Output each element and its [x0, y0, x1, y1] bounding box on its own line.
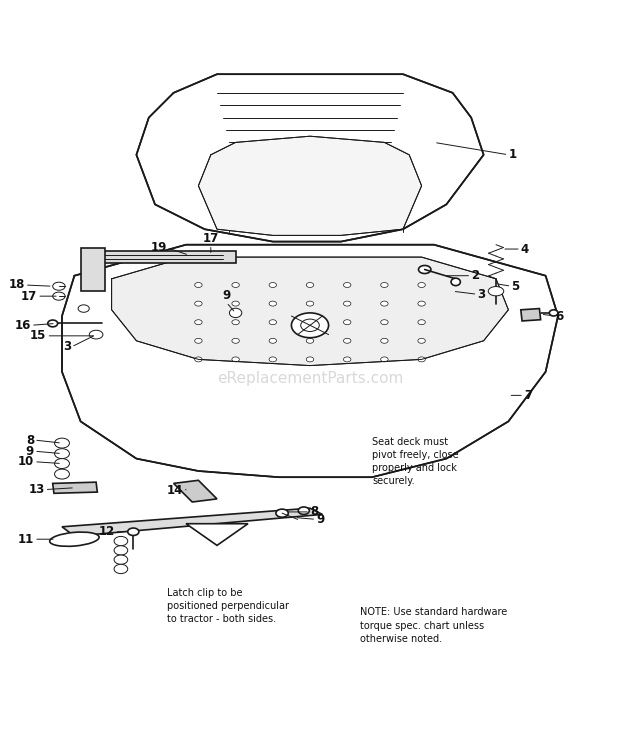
Ellipse shape — [343, 339, 351, 343]
Polygon shape — [53, 482, 97, 494]
Text: 9: 9 — [222, 290, 231, 302]
Ellipse shape — [128, 528, 139, 535]
Text: 10: 10 — [18, 455, 34, 468]
Ellipse shape — [381, 320, 388, 324]
Ellipse shape — [269, 339, 277, 343]
Ellipse shape — [418, 283, 425, 287]
Ellipse shape — [298, 507, 309, 514]
Text: 4: 4 — [521, 243, 529, 256]
Ellipse shape — [343, 357, 351, 362]
Ellipse shape — [50, 532, 99, 547]
Text: 6: 6 — [555, 309, 563, 323]
Text: 7: 7 — [524, 389, 532, 402]
Text: Seat deck must
pivot freely, close
properly and lock
securely.: Seat deck must pivot freely, close prope… — [372, 437, 459, 487]
Ellipse shape — [114, 537, 128, 546]
Text: NOTE: Use standard hardware
torque spec. chart unless
otherwise noted.: NOTE: Use standard hardware torque spec.… — [360, 607, 507, 644]
Ellipse shape — [343, 301, 351, 306]
Ellipse shape — [229, 308, 242, 318]
Polygon shape — [174, 480, 217, 502]
Ellipse shape — [418, 301, 425, 306]
Ellipse shape — [381, 357, 388, 362]
Text: 15: 15 — [30, 330, 46, 342]
Text: Latch clip to be
positioned perpendicular
to tractor - both sides.: Latch clip to be positioned perpendicula… — [167, 587, 290, 624]
Ellipse shape — [232, 357, 239, 362]
Ellipse shape — [343, 320, 351, 324]
Text: 17: 17 — [21, 290, 37, 302]
Text: 8: 8 — [310, 506, 318, 519]
Polygon shape — [62, 245, 558, 477]
Text: 18: 18 — [9, 278, 25, 292]
Ellipse shape — [195, 320, 202, 324]
Polygon shape — [136, 74, 484, 242]
Ellipse shape — [451, 278, 460, 286]
Text: 5: 5 — [512, 280, 520, 293]
Text: 1: 1 — [508, 148, 516, 161]
Text: 13: 13 — [29, 483, 45, 496]
Text: 2: 2 — [471, 269, 479, 282]
Ellipse shape — [381, 301, 388, 306]
Ellipse shape — [306, 320, 314, 324]
Ellipse shape — [306, 339, 314, 343]
Text: 9: 9 — [316, 513, 324, 526]
Text: 14: 14 — [167, 485, 183, 497]
Ellipse shape — [195, 301, 202, 306]
Polygon shape — [112, 257, 508, 366]
Text: 16: 16 — [15, 319, 31, 332]
Ellipse shape — [55, 438, 69, 448]
Polygon shape — [81, 248, 105, 291]
Ellipse shape — [232, 301, 239, 306]
Ellipse shape — [195, 339, 202, 343]
Ellipse shape — [489, 287, 503, 296]
Polygon shape — [62, 508, 322, 536]
Ellipse shape — [276, 509, 288, 517]
Ellipse shape — [418, 265, 431, 274]
Ellipse shape — [232, 320, 239, 324]
Ellipse shape — [53, 282, 65, 290]
Ellipse shape — [269, 301, 277, 306]
Ellipse shape — [306, 301, 314, 306]
Polygon shape — [521, 308, 541, 321]
Text: 11: 11 — [18, 533, 34, 546]
Ellipse shape — [269, 357, 277, 362]
Ellipse shape — [549, 310, 558, 316]
Ellipse shape — [306, 283, 314, 287]
Text: 9: 9 — [26, 445, 34, 457]
Ellipse shape — [55, 469, 69, 479]
Ellipse shape — [114, 564, 128, 574]
Ellipse shape — [232, 339, 239, 343]
Text: 12: 12 — [99, 525, 115, 538]
Ellipse shape — [232, 283, 239, 287]
Polygon shape — [198, 136, 422, 235]
Ellipse shape — [114, 546, 128, 555]
Ellipse shape — [195, 357, 202, 362]
Ellipse shape — [269, 283, 277, 287]
Ellipse shape — [78, 305, 89, 312]
Ellipse shape — [301, 319, 319, 331]
Ellipse shape — [114, 555, 128, 564]
Ellipse shape — [343, 283, 351, 287]
Ellipse shape — [381, 339, 388, 343]
Ellipse shape — [53, 292, 65, 300]
Ellipse shape — [418, 339, 425, 343]
Ellipse shape — [269, 320, 277, 324]
Ellipse shape — [291, 313, 329, 338]
Ellipse shape — [48, 320, 58, 327]
Ellipse shape — [55, 459, 69, 469]
Polygon shape — [93, 251, 236, 263]
Text: 19: 19 — [151, 241, 167, 254]
Text: 3: 3 — [63, 340, 71, 354]
Ellipse shape — [55, 448, 69, 459]
Ellipse shape — [89, 330, 103, 339]
Text: 17: 17 — [203, 231, 219, 245]
Text: 3: 3 — [477, 288, 485, 301]
Polygon shape — [186, 524, 248, 545]
Ellipse shape — [195, 283, 202, 287]
Text: eReplacementParts.com: eReplacementParts.com — [217, 370, 403, 386]
Ellipse shape — [418, 320, 425, 324]
Text: 8: 8 — [26, 433, 34, 447]
Ellipse shape — [418, 357, 425, 362]
Ellipse shape — [306, 357, 314, 362]
Ellipse shape — [381, 283, 388, 287]
